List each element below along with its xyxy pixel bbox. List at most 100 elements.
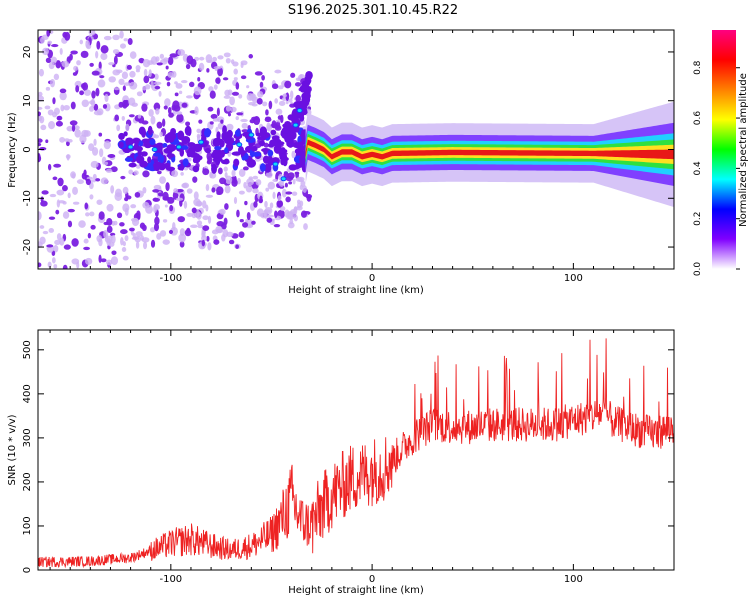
spectrogram-peak bbox=[272, 161, 279, 167]
spectrogram-speckle bbox=[57, 177, 64, 187]
spectrogram-speckle bbox=[141, 120, 149, 125]
spectrogram-speckle bbox=[215, 225, 223, 233]
spectrogram-band-blob bbox=[181, 135, 191, 145]
spectrogram-speckle bbox=[272, 191, 276, 200]
spectrogram-speckle bbox=[108, 76, 116, 83]
spectrogram-speckle bbox=[290, 72, 296, 78]
spectrogram-speckle bbox=[73, 65, 79, 71]
spectrogram-band-blob bbox=[147, 156, 152, 164]
spectrogram-speckle bbox=[208, 86, 214, 92]
spectrogram-band-blob bbox=[204, 148, 212, 154]
spectrogram-speckle bbox=[186, 212, 194, 217]
spectrogram-speckle bbox=[152, 189, 160, 193]
spectrogram-speckle bbox=[83, 89, 92, 96]
spectrogram-speckle bbox=[123, 82, 132, 86]
spectrogram-speckle bbox=[192, 176, 198, 183]
spectrogram-speckle bbox=[93, 110, 102, 116]
spectrogram-speckle bbox=[219, 208, 226, 215]
spectrogram-speckle bbox=[167, 106, 172, 115]
spectrogram-speckle bbox=[120, 175, 126, 180]
spectrogram-speckle bbox=[135, 69, 140, 73]
spectrogram-band-blob bbox=[250, 145, 258, 152]
spectrogram-speckle bbox=[185, 95, 193, 99]
spectrogram-peak bbox=[292, 122, 299, 128]
spectrogram-speckle bbox=[52, 97, 56, 105]
spectrogram-band-blob bbox=[233, 158, 240, 167]
spectrogram-speckle bbox=[259, 81, 264, 89]
spectrogram-speckle bbox=[70, 101, 76, 110]
spectrogram-speckle bbox=[289, 219, 294, 225]
spectrogram-speckle bbox=[181, 102, 188, 108]
spectrogram-speckle bbox=[193, 86, 202, 96]
spectrogram-speckle bbox=[141, 237, 150, 243]
spectrogram-band-blob bbox=[251, 151, 262, 157]
spectrogram-speckle bbox=[149, 227, 156, 233]
spectrogram-speckle bbox=[259, 195, 263, 203]
spectrogram-speckle bbox=[207, 156, 213, 164]
spectrogram-band-blob bbox=[140, 151, 148, 157]
snr-xlabel: Height of straight line (km) bbox=[288, 585, 424, 596]
spectrogram-speckle bbox=[238, 231, 245, 238]
spectrogram-speckle bbox=[250, 93, 256, 99]
spectrogram-speckle bbox=[267, 181, 276, 190]
spectrogram-speckle bbox=[228, 239, 235, 245]
spectrogram-speckle bbox=[223, 52, 231, 58]
spectrogram-speckle bbox=[274, 69, 282, 74]
spectrogram-speckle bbox=[150, 80, 154, 89]
spectrogram-speckle bbox=[83, 169, 87, 177]
spectrogram-speckle bbox=[198, 56, 205, 61]
spectrogram-speckle bbox=[47, 163, 52, 171]
spectrogram-speckle bbox=[141, 103, 148, 112]
spectrogram-band-blob bbox=[136, 146, 143, 152]
spectrogram-speckle bbox=[166, 81, 171, 87]
spectrogram-speckle bbox=[198, 62, 205, 71]
spectrogram-speckle bbox=[167, 71, 175, 79]
spectrogram-speckle bbox=[49, 78, 56, 88]
spectrogram-speckle bbox=[121, 71, 129, 80]
spectrogram-band-blob bbox=[271, 135, 280, 141]
spectrogram-speckle bbox=[274, 125, 282, 131]
colorbar-tick-label: 0.6 bbox=[693, 111, 703, 126]
spectrogram-band-blob bbox=[270, 129, 277, 136]
spectrogram-speckle bbox=[104, 93, 109, 103]
spectrogram-speckle bbox=[223, 95, 231, 99]
spectrogram-arm-blob bbox=[303, 84, 310, 90]
spectrogram-band-blob bbox=[138, 140, 144, 147]
spectrogram-speckle bbox=[233, 196, 238, 205]
spectrogram-speckle bbox=[69, 120, 78, 126]
spectrogram-speckle bbox=[89, 62, 94, 67]
spectrogram-speckle bbox=[172, 100, 180, 110]
spectrogram-xtick-label: 100 bbox=[564, 273, 583, 284]
spectrogram-speckle bbox=[285, 191, 293, 195]
spectrogram-speckle bbox=[169, 53, 178, 58]
spectrogram-speckle bbox=[306, 195, 312, 202]
spectrogram-speckle bbox=[74, 129, 81, 138]
spectrogram-speckle bbox=[155, 108, 160, 115]
spectrogram-band-blob bbox=[267, 149, 274, 157]
spectrogram-speckle bbox=[274, 210, 278, 218]
spectrogram-speckle bbox=[81, 129, 89, 138]
spectrogram-ytick-label: 20 bbox=[22, 46, 33, 59]
spectrogram-band-blob bbox=[182, 158, 189, 167]
spectrogram-speckle bbox=[239, 218, 244, 223]
spectrogram-speckle bbox=[275, 108, 283, 115]
spectrogram-ytick-label: 10 bbox=[22, 94, 33, 107]
spectrogram-peak bbox=[280, 176, 287, 182]
spectrogram-speckle bbox=[54, 239, 61, 245]
spectrogram-speckle bbox=[293, 214, 298, 222]
spectrogram-speckle bbox=[211, 187, 216, 193]
spectrogram-band-blob bbox=[237, 146, 244, 154]
spectrogram-speckle bbox=[47, 109, 54, 116]
spectrogram-band-blob bbox=[195, 155, 203, 161]
spectrogram-speckle bbox=[287, 172, 295, 180]
spectrogram-speckle bbox=[189, 224, 198, 229]
spectrogram-speckle bbox=[235, 244, 239, 249]
spectrogram-speckle bbox=[278, 100, 286, 106]
spectrogram-speckle bbox=[259, 213, 264, 217]
spectrogram-speckle bbox=[277, 195, 282, 202]
spectrogram-speckle bbox=[126, 64, 132, 70]
spectrogram-speckle bbox=[213, 84, 218, 90]
spectrogram-speckle bbox=[53, 264, 58, 269]
spectrogram-speckle bbox=[105, 168, 113, 173]
spectrogram-speckle bbox=[85, 212, 90, 217]
